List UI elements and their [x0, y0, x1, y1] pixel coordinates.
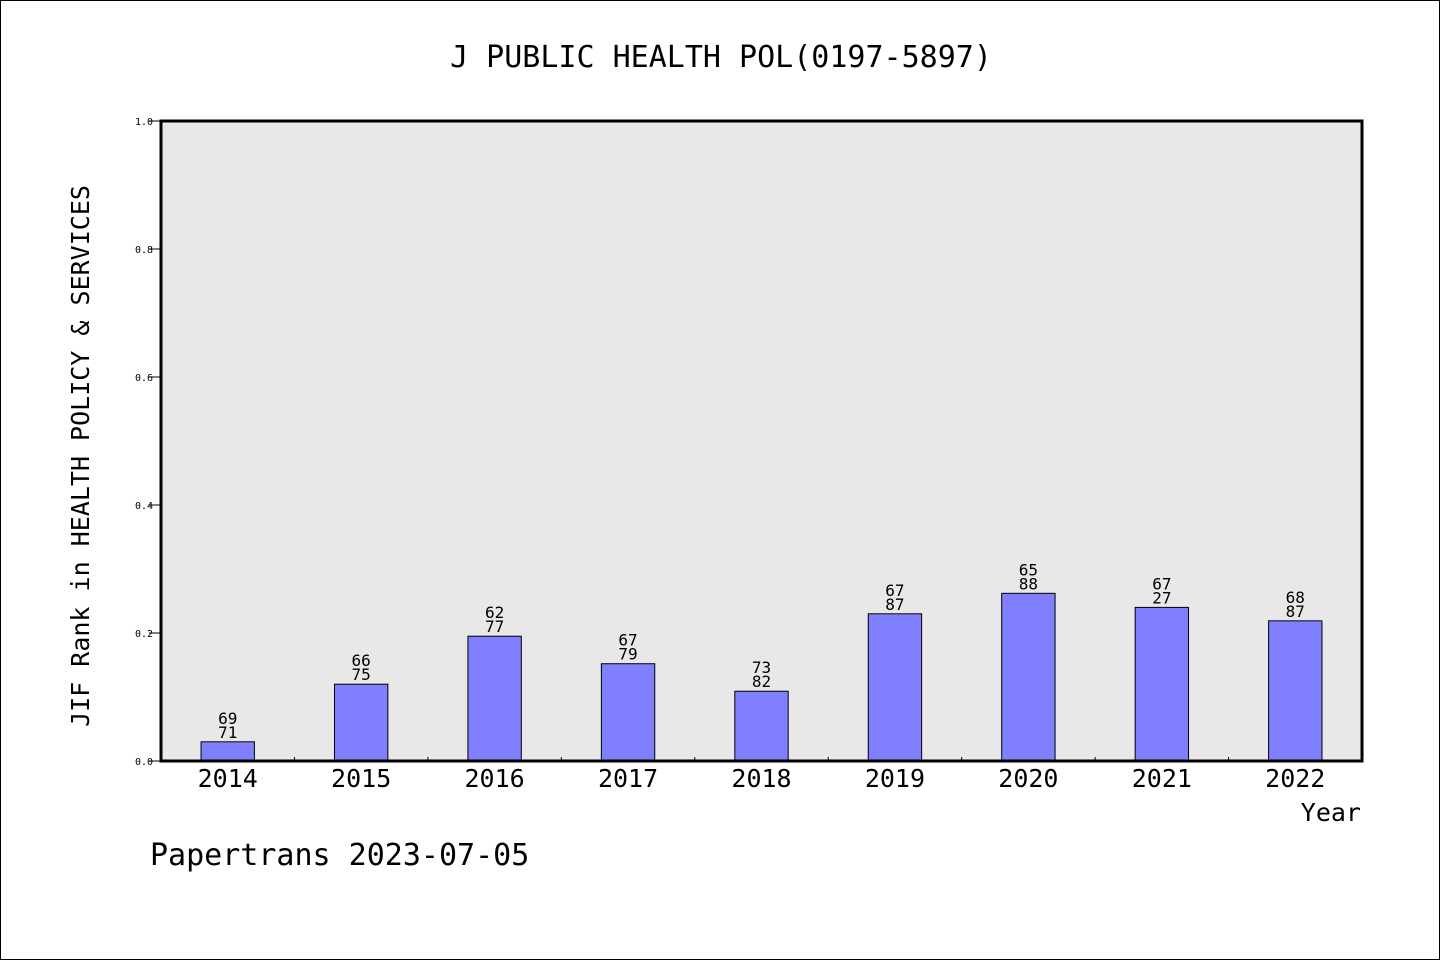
bar: [600, 663, 656, 762]
bar-total-label: 75: [352, 665, 371, 684]
bar-rank-label: 73: [752, 658, 771, 677]
bar: [333, 683, 389, 762]
x-axis-label: Year: [1301, 798, 1361, 827]
x-tick-label: 2020: [998, 764, 1058, 793]
bar: [467, 635, 522, 762]
bar-rank-label: 67: [885, 581, 904, 600]
x-tick-label: 2021: [1132, 764, 1192, 793]
y-tick-label: 0.8: [135, 245, 153, 256]
x-tick-label: 2014: [198, 764, 258, 793]
bar-rank-label: 65: [1019, 560, 1038, 579]
bar: [1001, 592, 1056, 762]
x-tick-label: 2015: [331, 764, 391, 793]
bar-total-label: 71: [218, 723, 237, 742]
y-axis: 0.0 0.2 0.4 0.6 0.8 1.0: [135, 117, 161, 768]
bar: [867, 613, 923, 762]
bar: [734, 690, 789, 762]
x-tick-label: 2016: [465, 764, 525, 793]
bar: [1134, 606, 1190, 762]
chart-title: J PUBLIC HEALTH POL(0197-5897): [450, 40, 992, 75]
x-tick-label: 2018: [731, 764, 791, 793]
bar-total-label: 27: [1152, 588, 1171, 607]
bar-rank-label: 68: [1286, 588, 1305, 607]
x-tick-label: 2022: [1265, 764, 1325, 793]
bar-rank-label: 67: [1152, 574, 1171, 593]
bar-total-label: 77: [485, 617, 504, 636]
y-tick-label: 0.4: [135, 501, 153, 512]
bar: [200, 741, 255, 762]
plot-frame: [159, 119, 1364, 763]
x-tick-label: 2017: [598, 764, 658, 793]
bar-total-label: 79: [618, 645, 637, 664]
bar-rank-label: 69: [218, 709, 237, 728]
y-tick-label: 0.6: [135, 373, 153, 384]
y-tick-label: 0.2: [135, 629, 153, 640]
y-tick-label: 0.0: [135, 757, 153, 768]
bar-rank-label: 67: [618, 631, 637, 650]
bar: [1268, 620, 1323, 762]
bar-total-label: 82: [752, 672, 771, 691]
bar-total-label: 87: [1286, 602, 1305, 621]
bar-total-label: 88: [1019, 574, 1038, 593]
footer-credit: Papertrans 2023-07-05: [150, 838, 529, 873]
bar-total-label: 87: [885, 595, 904, 614]
y-axis-label: JIF Rank in HEALTH POLICY & SERVICES: [66, 185, 95, 727]
bar-rank-label: 62: [485, 603, 504, 622]
x-axis: 2014 2015 2016 2017 2018 2019 2020 2021 2022: [198, 757, 1325, 793]
bar-rank-label: 66: [352, 651, 371, 670]
x-tick-label: 2019: [865, 764, 925, 793]
y-tick-label: 1.0: [135, 117, 153, 128]
